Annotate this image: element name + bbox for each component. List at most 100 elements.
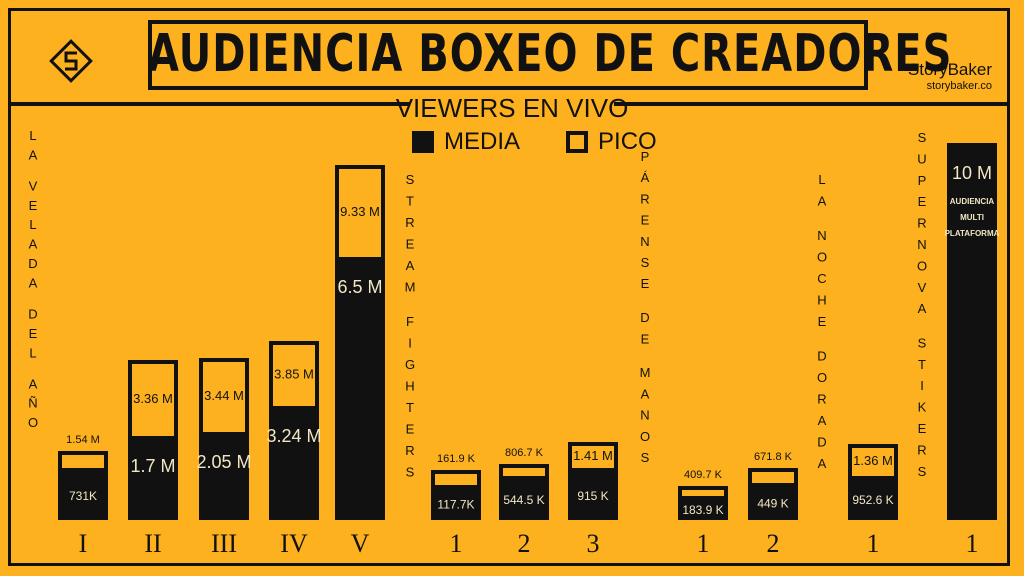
group-name-letter: E [641,331,650,346]
group-name-letter: T [406,194,414,209]
pico-bar [335,165,385,520]
media-bar [748,483,798,520]
pico-bar [568,442,618,520]
group-name-letter: P [918,173,927,188]
group-name-letter: E [406,237,415,252]
group-name-letter: C [817,271,826,286]
title-box [148,20,868,90]
media-value-label: 544.5 K [503,493,544,507]
pico-bar [848,444,898,520]
legend-label-pico: PICO [598,128,657,155]
group-name-letter: U [917,151,926,166]
media-bar [199,432,249,520]
media-bar [947,143,997,520]
event-label: I [79,529,88,558]
group-name-letter: H [405,378,414,393]
event-label: 1 [867,529,880,558]
group-name-letter: G [405,357,415,372]
media-value-label: 3.24 M [266,426,321,446]
group-name-letter: I [408,335,412,350]
media-bar [335,257,385,520]
group-name-letter: R [917,442,926,457]
media-value-label: 731K [69,489,97,503]
media-value-label: 10 M [952,163,992,183]
pico-value-label: 9.33 M [340,204,380,219]
group-name-letter: E [918,421,927,436]
subtitle-rule-left [8,102,410,106]
event-label: 1 [966,529,979,558]
event-label: 2 [767,529,780,558]
group-name-letter: A [29,147,38,162]
pico-bar [269,341,319,520]
outer-frame [8,8,1010,566]
group-name-letter: O [28,415,38,430]
group-name-letter: S [918,335,927,350]
pico-bar [499,464,549,520]
pico-bar [58,451,108,520]
pico-bar [678,486,728,520]
bar-note-label: AUDIENCIA [950,197,995,206]
group-name-letter: D [817,434,826,449]
group-name-letter: K [918,400,927,415]
pico-value-label: 1.36 M [853,453,893,468]
group-name-letter: S [641,255,650,270]
media-value-label: 915 K [577,489,608,503]
group-name-letter: R [405,443,414,458]
event-label: 1 [450,529,463,558]
group-name-letter: S [406,172,415,187]
group-name-letter: L [29,128,36,143]
pico-bar [199,358,249,520]
group-name-letter: I [920,378,924,393]
pico-value-label: 3.36 M [133,391,173,406]
group-name-letter: O [917,258,927,273]
event-label: III [211,529,237,558]
media-bar [431,485,481,520]
group-name-letter: M [405,280,416,295]
media-bar [848,476,898,520]
group-name-letter: D [28,256,37,271]
group-name-letter: V [918,280,927,295]
legend-swatch-pico [566,131,589,153]
chart-title: AUDIENCIA BOXEO DE CREADORES [148,24,953,84]
group-name-letter: N [817,228,826,243]
media-value-label: 952.6 K [852,493,893,507]
group-name-letter: M [640,365,651,380]
group-name-letter: R [917,216,926,231]
event-label: V [351,529,370,558]
event-label: II [144,529,161,558]
pico-bar [431,470,481,520]
group-name-letter: S [406,464,415,479]
media-value-label: 449 K [757,497,788,511]
group-name-letter: D [640,310,649,325]
group-name-letter: E [406,421,415,436]
group-name-letter: L [29,217,36,232]
group-name-letter: O [817,249,827,264]
group-name-letter: T [918,357,926,372]
legend-swatch-media [412,131,434,153]
group-name-letter: O [640,429,650,444]
group-name-letter: P [641,149,650,164]
pico-value-label: 3.44 M [204,388,244,403]
group-name-letter: L [818,172,825,187]
brand-name: StoryBaker [907,60,992,79]
event-label: 1 [697,529,710,558]
pico-value-label: 806.7 K [505,447,544,459]
bar-note-label: MULTI [960,213,984,222]
group-name-letter: R [405,215,414,230]
chart-subtitle: VIEWERS EN VIVO [395,93,629,123]
group-name-letter: E [641,213,650,228]
group-name-letter: R [640,191,649,206]
group-name-letter: A [818,456,827,471]
subtitle-rule-right [614,102,1010,106]
media-bar [58,468,108,520]
pico-value-label: 1.41 M [573,448,613,463]
group-name-letter: A [29,376,38,391]
pico-value-label: 409.7 K [684,469,723,481]
media-bar [269,406,319,520]
pico-bar [128,360,178,520]
group-name-letter: H [817,292,826,307]
media-value-label: 117.7K [437,498,474,512]
media-bar [568,468,618,520]
